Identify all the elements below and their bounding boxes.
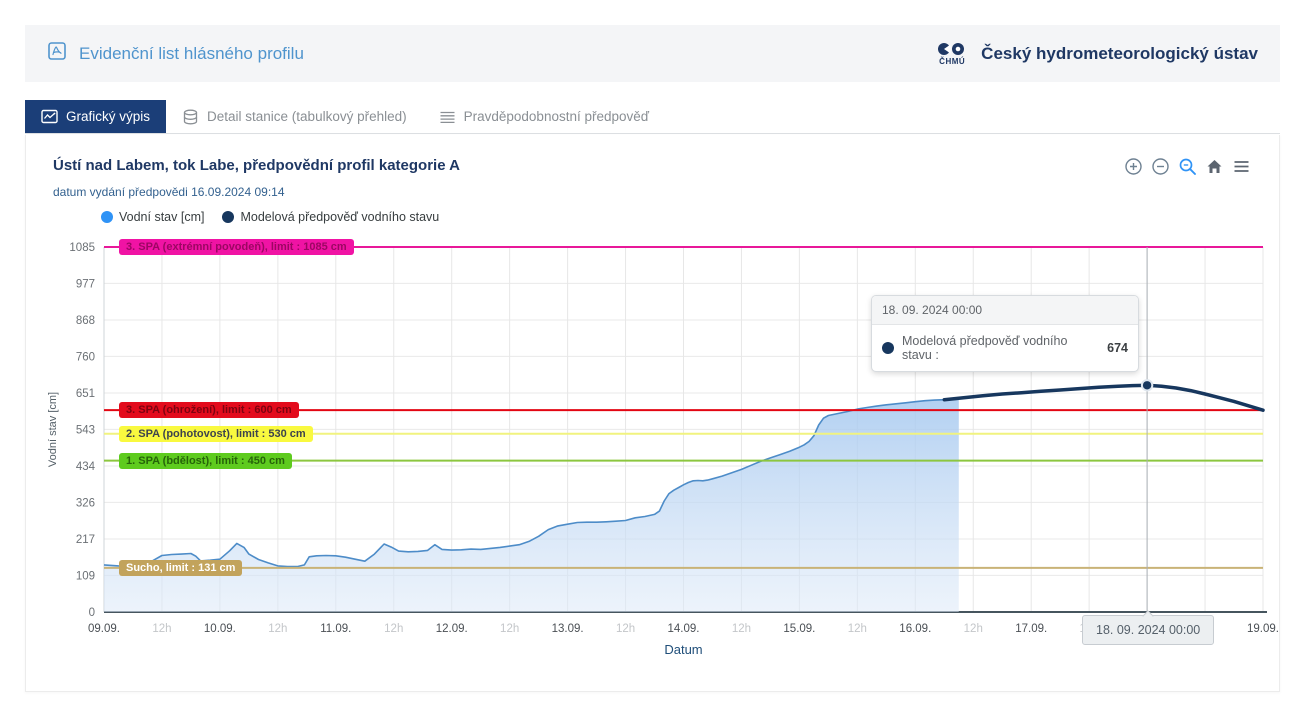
pdf-icon — [47, 41, 67, 66]
forecast-series-marker-icon — [882, 342, 894, 354]
svg-text:326: 326 — [76, 497, 95, 509]
limit-badge: Sucho, limit : 131 cm — [119, 560, 242, 576]
svg-text:543: 543 — [76, 424, 95, 436]
header-bar: Evidenční list hlásného profilu ČHMÚ Čes… — [25, 25, 1280, 82]
svg-text:217: 217 — [76, 534, 95, 546]
svg-text:12h: 12h — [732, 623, 751, 635]
svg-text:12h: 12h — [616, 623, 635, 635]
tab-graphic-output[interactable]: Grafický výpis — [25, 100, 166, 133]
tab-bar: Grafický výpis Detail stanice (tabulkový… — [25, 100, 1280, 134]
svg-text:12h: 12h — [268, 623, 287, 635]
svg-text:0: 0 — [89, 607, 95, 619]
org-name: Český hydrometeorologický ústav — [981, 44, 1258, 64]
svg-text:10.09.: 10.09. — [204, 623, 236, 635]
tooltip-series-label: Modelová předpověď vodního stavu : — [902, 334, 1099, 362]
svg-text:13.09.: 13.09. — [552, 623, 584, 635]
svg-text:12.09.: 12.09. — [436, 623, 468, 635]
tab-label: Grafický výpis — [66, 109, 150, 124]
svg-text:12h: 12h — [964, 623, 983, 635]
svg-text:109: 109 — [76, 570, 95, 582]
chmu-logo-text: ČHMÚ — [939, 58, 965, 66]
xaxis-tooltip: 18. 09. 2024 00:00 — [1082, 615, 1214, 645]
svg-text:16.09.: 16.09. — [899, 623, 931, 635]
lines-icon — [439, 110, 456, 124]
svg-text:1085: 1085 — [69, 242, 95, 254]
svg-text:12h: 12h — [152, 623, 171, 635]
limit-badge: 2. SPA (pohotovost), limit : 530 cm — [119, 426, 313, 442]
svg-text:12h: 12h — [500, 623, 519, 635]
limit-badge: 1. SPA (bdělost), limit : 450 cm — [119, 453, 292, 469]
svg-text:19.09.: 19.09. — [1247, 623, 1279, 635]
limit-badge: 3. SPA (extrémní povodeň), limit : 1085 … — [119, 239, 354, 255]
limit-badge: 3. SPA (ohrožení), limit : 600 cm — [119, 402, 299, 418]
svg-text:15.09.: 15.09. — [783, 623, 815, 635]
database-icon — [182, 109, 199, 125]
svg-text:760: 760 — [76, 351, 95, 363]
chart-tooltip: 18. 09. 2024 00:00 Modelová předpověď vo… — [871, 295, 1139, 372]
svg-text:17.09.: 17.09. — [1015, 623, 1047, 635]
svg-text:434: 434 — [76, 461, 96, 473]
svg-text:12h: 12h — [848, 623, 867, 635]
pdf-link[interactable]: Evidenční list hlásného profilu — [47, 41, 304, 66]
chart-card: Ústí nad Labem, tok Labe, předpovědní pr… — [25, 135, 1280, 692]
chmu-logo-icon: ČHMÚ — [935, 42, 969, 66]
tab-probability-forecast[interactable]: Pravděpodobnostní předpověď — [423, 100, 665, 133]
tab-station-detail[interactable]: Detail stanice (tabulkový přehled) — [166, 100, 423, 133]
pdf-link-label: Evidenční list hlásného profilu — [79, 44, 304, 64]
svg-text:Vodní stav [cm]: Vodní stav [cm] — [47, 392, 59, 467]
chart-icon — [41, 109, 58, 124]
svg-text:12h: 12h — [384, 623, 403, 635]
svg-text:651: 651 — [76, 388, 95, 400]
svg-text:09.09.: 09.09. — [88, 623, 120, 635]
tooltip-value: 674 — [1107, 341, 1128, 355]
org-brand: ČHMÚ Český hydrometeorologický ústav — [935, 42, 1258, 66]
svg-text:977: 977 — [76, 278, 95, 290]
svg-text:868: 868 — [76, 315, 95, 327]
svg-text:11.09.: 11.09. — [320, 623, 351, 635]
page: { "header": { "pdf_link": "Evidenční lis… — [0, 0, 1305, 713]
svg-text:Datum: Datum — [664, 642, 702, 657]
svg-text:14.09.: 14.09. — [668, 623, 700, 635]
tab-label: Pravděpodobnostní předpověď — [464, 109, 649, 124]
tooltip-date: 18. 09. 2024 00:00 — [872, 296, 1138, 325]
tab-label: Detail stanice (tabulkový přehled) — [207, 109, 407, 124]
